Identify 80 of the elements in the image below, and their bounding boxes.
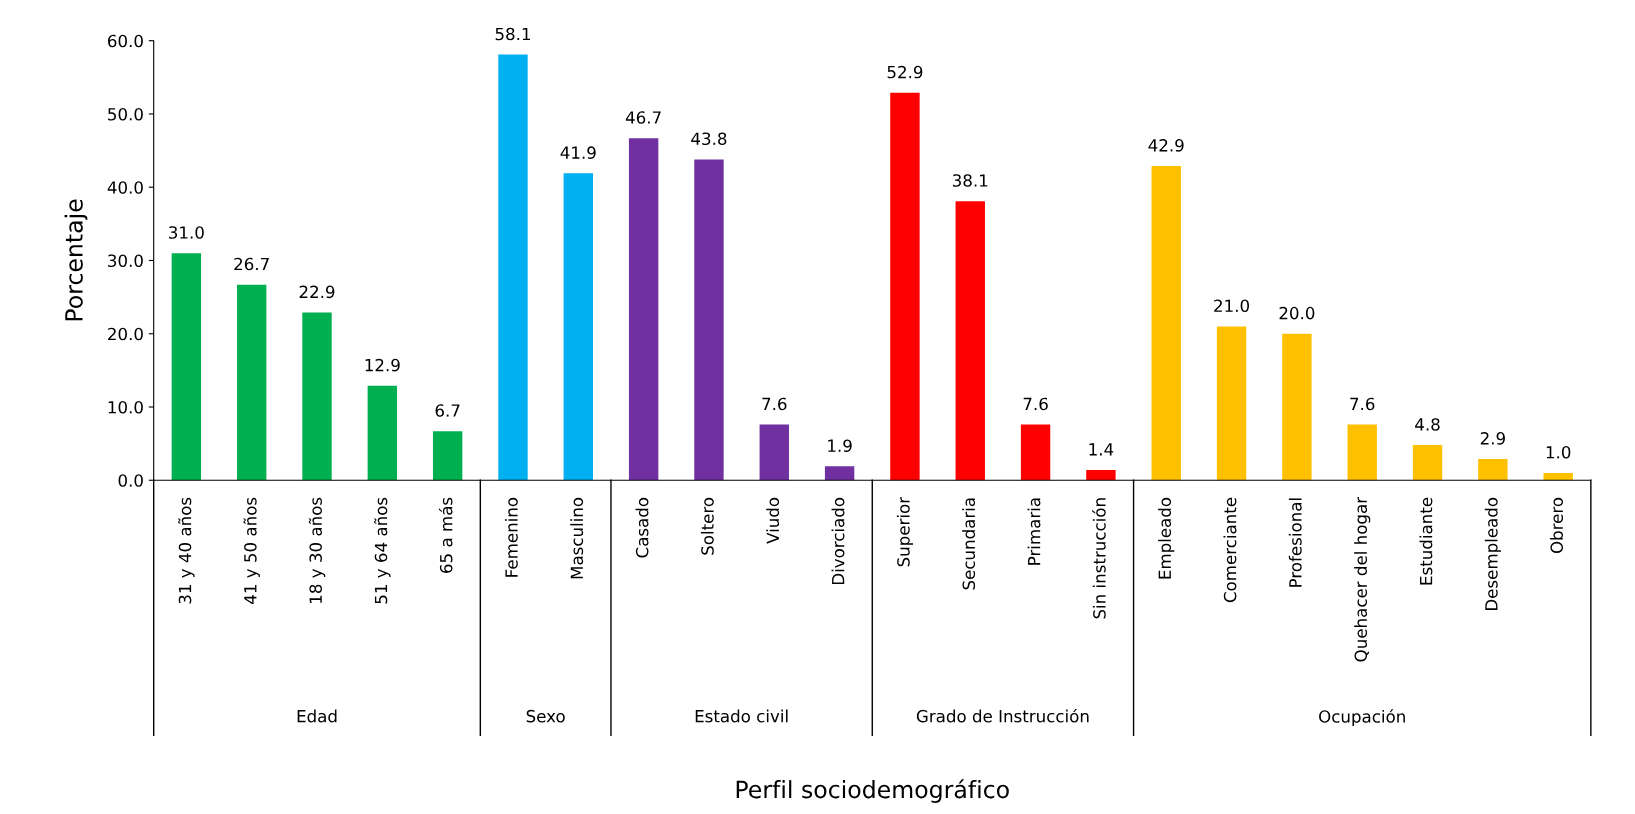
text: Sexo: [526, 709, 565, 723]
x-tick-label: Profesional: [1288, 498, 1302, 587]
x-tick-label: Sin instrucción: [1092, 498, 1106, 619]
data-label: 20.0: [1279, 306, 1315, 320]
data-label: 1.4: [1089, 443, 1114, 456]
data-label: 6.7: [435, 404, 460, 417]
bar: [1020, 424, 1051, 481]
x-tick-label: Obrero: [1550, 497, 1564, 554]
data-label: 1.9: [828, 439, 852, 452]
data-label: 52.9: [887, 65, 923, 79]
data-label: 7.6: [1023, 397, 1048, 411]
bar: [824, 466, 855, 481]
x-tick-label: Comerciante: [1223, 497, 1237, 603]
x-tick-label: Soltero: [700, 497, 714, 555]
y-tick-label: 60.0: [108, 34, 143, 48]
x-tick-label: 41 y 50 años: [243, 497, 260, 604]
y-tick-label: 50.0: [108, 107, 143, 121]
data-label: 58.1: [495, 27, 530, 41]
data-label: 7.6: [1350, 397, 1375, 411]
y-tick-label: 20.0: [108, 327, 143, 341]
data-label: 22.9: [299, 285, 335, 299]
bar: [1478, 459, 1508, 481]
bar: [171, 253, 202, 481]
bar: [1282, 333, 1312, 481]
bar: [236, 284, 267, 481]
bar: [498, 54, 528, 481]
x-tick-label: Estudiante: [1419, 497, 1433, 585]
text: Edad: [297, 709, 337, 723]
data-label: 43.8: [691, 132, 727, 146]
x-tick-label: Empleado: [1158, 497, 1175, 579]
x-tick-label: Superior: [896, 496, 913, 567]
x-tick-label: 31 y 40 años: [178, 497, 195, 604]
y-axis-title: Porcentaje: [64, 199, 88, 321]
x-tick-label: 18 y 30 años: [308, 497, 326, 603]
x-tick-label: Quehacer del hogar: [1354, 496, 1371, 662]
bar: [955, 201, 985, 481]
data-label: 1.0: [1546, 445, 1571, 459]
bar: [1151, 165, 1181, 481]
bar: [302, 312, 332, 481]
x-tick-label: Casado: [635, 497, 649, 558]
x-tick-label: Divorciado: [831, 497, 845, 585]
bar: [432, 431, 463, 481]
y-tick-label: 40.0: [107, 181, 143, 194]
data-label: 26.7: [234, 257, 269, 271]
x-axis-title: Perfil sociodemográfico: [736, 779, 1009, 803]
text: Grado de Instrucción: [916, 708, 1089, 723]
text: Estado civil: [695, 709, 788, 723]
bar: [759, 424, 789, 481]
data-label: 12.9: [365, 358, 400, 372]
bar: [563, 173, 594, 481]
bar: [1216, 326, 1247, 481]
x-tick-label: 51 y 64 años: [374, 497, 391, 604]
x-tick-label: Secundaria: [962, 498, 976, 590]
text: Ocupación: [1319, 709, 1405, 727]
data-label: 4.8: [1415, 418, 1440, 431]
bar: [694, 159, 724, 481]
data-label: 2.9: [1480, 432, 1505, 445]
data-label: 38.1: [952, 174, 988, 187]
bar: [1412, 445, 1443, 481]
data-label: 41.9: [560, 146, 596, 159]
x-tick-label: 65 a más: [438, 497, 453, 573]
y-tick-label: 10.0: [108, 400, 143, 414]
data-label: 42.9: [1148, 139, 1184, 152]
y-tick-label: 0.0: [118, 474, 143, 487]
data-label: 21.0: [1214, 299, 1250, 313]
bar: [1347, 424, 1377, 481]
x-tick-label: Masculino: [570, 497, 584, 579]
bar: [1086, 470, 1116, 481]
bar: [1543, 472, 1573, 481]
bar: [367, 385, 398, 481]
bar: [628, 138, 659, 481]
x-tick-label: Femenino: [504, 497, 518, 577]
x-tick-label: Viudo: [766, 497, 780, 544]
data-label: 7.6: [762, 397, 787, 411]
y-tick-label: 30.0: [108, 254, 143, 268]
data-label: 46.7: [625, 111, 661, 124]
data-label: 31.0: [169, 226, 204, 239]
bar: [890, 92, 920, 481]
x-tick-label: Desempleado: [1484, 497, 1501, 611]
x-tick-label: Primaria: [1027, 498, 1041, 565]
